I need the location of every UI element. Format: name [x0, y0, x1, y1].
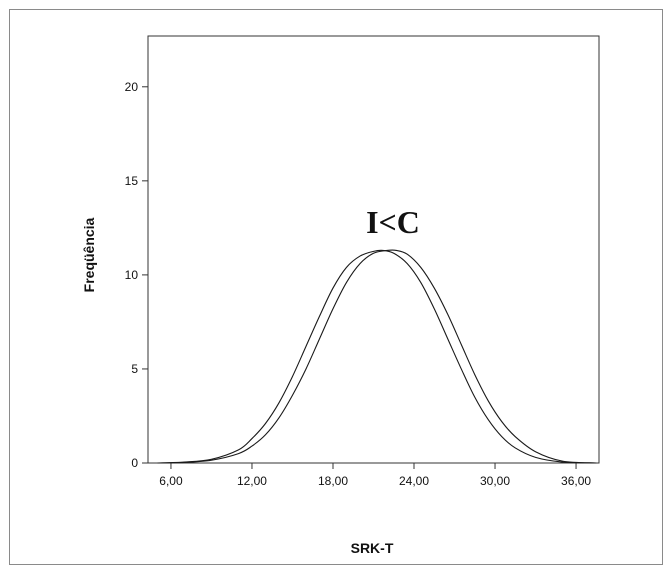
series-line-1 [157, 249, 597, 464]
plot-area [147, 35, 600, 464]
y-tick-label: 5 [131, 362, 138, 376]
y-tick-label: 20 [125, 80, 139, 94]
x-axis-title: SRK-T [351, 540, 394, 556]
x-tick-label: 12,00 [237, 474, 267, 488]
series-layer [157, 249, 597, 464]
x-tick-label: 24,00 [399, 474, 429, 488]
y-axis-title: Freqüência [81, 217, 97, 292]
x-tick-label: 36,00 [561, 474, 591, 488]
y-tick-label: 0 [131, 456, 138, 470]
x-tick-label: 6,00 [159, 474, 183, 488]
x-tick-label: 18,00 [318, 474, 348, 488]
y-tick-label: 15 [125, 174, 139, 188]
ticks-layer: 6,00 12,00 18,00 24,00 30,00 36,00 0 5 10 15 20 [125, 80, 592, 488]
y-tick-label: 10 [125, 268, 139, 282]
annotation-label: I<C [366, 204, 420, 240]
x-tick-label: 30,00 [480, 474, 510, 488]
series-line-2 [157, 249, 597, 464]
